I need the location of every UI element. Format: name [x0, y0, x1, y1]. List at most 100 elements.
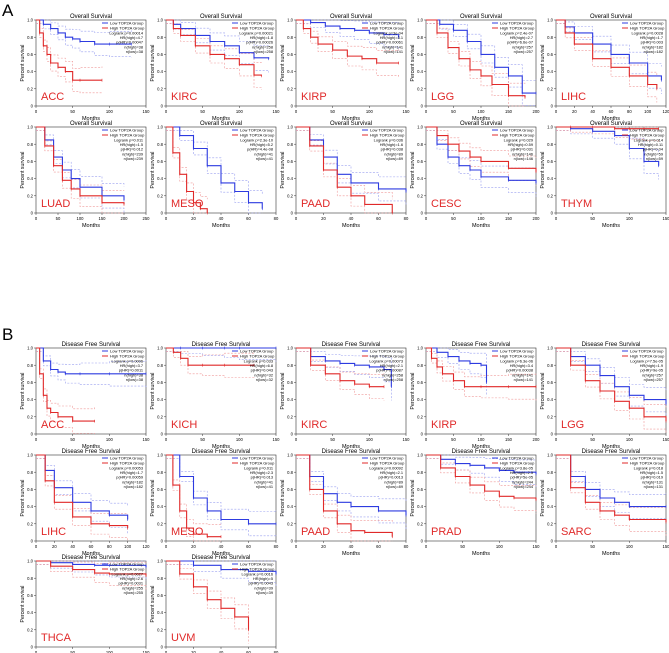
y-tick-label: 0.2 [157, 193, 163, 198]
y-tick-label: 0.6 [287, 380, 293, 385]
panel-title: Disease Free Survival [192, 342, 251, 348]
stat-text: n(high)=41 [254, 479, 273, 484]
legend-label-low: Low TOP2A Group [370, 21, 404, 26]
y-tick-label: 1.0 [27, 18, 33, 23]
legend-label-low: Low TOP2A Group [240, 21, 274, 26]
x-tick-label: 20 [321, 544, 326, 549]
y-tick-label: 0.8 [417, 470, 423, 475]
y-tick-label: 0.2 [157, 86, 163, 91]
y-tick-label: 0.8 [547, 142, 553, 147]
y-tick-label: 0.2 [157, 521, 163, 526]
stat-text: HR(high)=1.5 [120, 142, 143, 147]
y-tick-label: 0.8 [157, 470, 163, 475]
cancer-label: THCA [41, 632, 72, 644]
x-tick-label: 120 [143, 544, 151, 549]
ci-lower-high [36, 564, 147, 590]
x-tick-label: 50 [70, 437, 75, 442]
y-tick-label: 0 [551, 211, 554, 216]
ci-lower-low [36, 351, 147, 388]
y-tick-label: 1.0 [417, 453, 423, 458]
cancer-label: CESC [431, 198, 462, 210]
stat-text: n(high)=255 [122, 585, 143, 590]
stat-text: Logrank p=3e-04 [373, 31, 403, 36]
x-tick-label: 150 [143, 109, 151, 114]
y-tick-label: 0.2 [27, 414, 33, 419]
x-tick-label: 50 [460, 544, 465, 549]
panel-label-b: B [2, 325, 13, 344]
x-tick-label: 40 [349, 544, 354, 549]
y-tick-label: 0.4 [157, 69, 163, 74]
x-tick-label: 150 [505, 437, 513, 442]
y-tick-label: 1.0 [417, 18, 423, 23]
stat-text: HR(high)=0.11 [638, 142, 663, 147]
stat-text: p(HR)=0.019 [641, 475, 663, 480]
stat-text: n(low)=182 [124, 484, 143, 489]
km-panel-b-kirc: Disease Free Survival 0 0.2 0.4 0.6 0.8 1.0 Per… [280, 342, 410, 450]
legend-label-low: Low TOP2A Group [630, 128, 664, 133]
x-tick-label: 0 [35, 544, 38, 549]
y-tick-label: 0.6 [547, 159, 553, 164]
ci-lower-low [36, 564, 147, 581]
x-tick-label: 100 [106, 109, 114, 114]
cancer-label: PRAD [431, 526, 462, 538]
km-panel-a-kirp: Overall Survival 0 0.2 0.4 0.6 0.8 1.0 Percent … [280, 14, 410, 122]
y-tick-label: 1.0 [27, 559, 33, 564]
plot-frame [35, 347, 147, 435]
km-panel-b-lihc: Disease Free Survival 0 0.2 0.4 0.6 0.8 1.0 Per… [20, 449, 150, 557]
stat-text: Logrank p=0.00092 [369, 466, 403, 471]
stat-text: n(low)=141 [514, 377, 533, 382]
stat-text: n(low)=182 [644, 49, 663, 54]
plot-frame [165, 347, 277, 435]
cancer-label: PAAD [301, 526, 330, 538]
km-panel-b-prad: Disease Free Survival 0 0.2 0.4 0.6 0.8 1.0 Per… [410, 449, 540, 557]
ci-upper-high [36, 560, 147, 564]
y-tick-label: 0.8 [157, 576, 163, 581]
cancer-label: KICH [171, 419, 197, 431]
x-axis-label: Months [82, 223, 100, 229]
stat-text: HR(high)=3.1 [380, 35, 403, 40]
legend-label-low: Low TOP2A Group [110, 349, 144, 354]
y-tick-label: 0.6 [547, 52, 553, 57]
x-axis-label: Months [602, 551, 620, 557]
km-panel-a-paad: Overall Survival 0 0.2 0.4 0.6 0.8 1.0 Percent … [280, 121, 409, 229]
stat-text: p(HR)=0.00087 [376, 368, 403, 373]
series-line-high [166, 347, 254, 366]
y-tick-label: 0.4 [547, 397, 553, 402]
y-tick-label: 0 [551, 104, 554, 109]
x-tick-label: 0 [425, 216, 428, 221]
x-axis-label: Months [472, 551, 490, 557]
stat-text: HR(high)=2.1 [380, 363, 403, 368]
x-tick-label: 80 [274, 544, 279, 549]
legend-label-low: Low TOP2A Group [370, 128, 404, 133]
y-tick-label: 1.0 [547, 18, 553, 23]
stat-text: HR(high)=1.8 [250, 35, 273, 40]
stat-text: HR(high)=1.7 [120, 470, 143, 475]
y-tick-label: 0.8 [27, 363, 33, 368]
y-tick-label: 1.0 [287, 346, 293, 351]
y-axis-label: Percent survival [150, 373, 156, 410]
stat-text: p(HR)=0.038 [381, 147, 403, 152]
y-axis-label: Percent survival [540, 152, 546, 189]
stat-text: n(high)=41 [254, 151, 273, 156]
legend-label-high: High TOP2A Group [370, 133, 405, 138]
y-tick-label: 0.4 [157, 504, 163, 509]
stat-text: Logrank p=0.0016 [242, 572, 273, 577]
y-tick-label: 0.8 [287, 470, 293, 475]
y-axis-label: Percent survival [410, 480, 416, 517]
legend-label-low: Low TOP2A Group [240, 456, 274, 461]
y-tick-label: 0.2 [417, 414, 423, 419]
panel-title: Disease Free Survival [322, 449, 381, 455]
ci-upper-low [36, 347, 147, 365]
stat-text: n(high)=141 [382, 44, 403, 49]
y-tick-label: 0.2 [287, 414, 293, 419]
stat-text: p(HR)=0.00038 [506, 368, 533, 373]
y-tick-label: 0.6 [27, 52, 33, 57]
stat-text: Logrank p=2.3e-10 [240, 138, 274, 143]
y-tick-label: 0.2 [547, 521, 553, 526]
y-tick-label: 0.2 [27, 193, 33, 198]
ci-lower-low [426, 351, 487, 397]
x-tick-label: 150 [143, 437, 151, 442]
km-panel-a-lihc: Overall Survival 0 0.2 0.4 0.6 0.8 1.0 Percent … [540, 14, 669, 122]
ci-upper-low [426, 19, 537, 81]
